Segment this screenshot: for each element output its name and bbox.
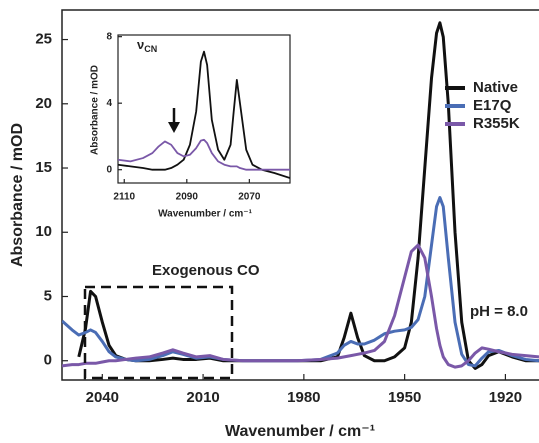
arrow-head [168, 122, 180, 133]
y-tick-label: 5 [44, 287, 52, 304]
x-tick-label: 2110 [113, 192, 135, 203]
inset-y-axis-label: Absorbance / mOD [90, 65, 101, 155]
x-tick-label: 2070 [238, 192, 261, 203]
inset-title-sub: CN [144, 44, 157, 54]
series-line [62, 196, 539, 368]
y-tick-label: 4 [106, 98, 112, 109]
legend-label: R355K [473, 115, 520, 132]
x-axis-label: Wavenumber / cm⁻¹ [225, 423, 375, 440]
x-tick-label: 1950 [388, 389, 421, 406]
legend-label: E17Q [473, 97, 512, 114]
inset-x-axis-label: Wavenumber / cm⁻¹ [158, 209, 252, 220]
y-tick-label: 15 [35, 159, 52, 176]
x-tick-label: 2010 [186, 389, 219, 406]
x-tick-label: 1920 [489, 389, 522, 406]
y-tick-label: 20 [35, 95, 52, 112]
annotation: pH = 8.0 [470, 303, 528, 320]
series-line [118, 138, 290, 171]
inset-plot: 2110 2090 2070 0 4 8 [106, 31, 290, 203]
y-tick-label: 8 [106, 31, 112, 42]
inset-title-main: ν [137, 37, 144, 52]
series-group [62, 21, 539, 370]
y-axis-label: Absorbance / mOD [9, 123, 26, 267]
y-tick-label: 0 [44, 352, 52, 369]
main-frame [61, 9, 539, 381]
y-tick-label: 25 [35, 31, 52, 48]
main-plot: 2040 2010 1980 1950 1920 0 5 10 15 20 25 [35, 21, 539, 406]
y-tick-label: 10 [35, 223, 52, 240]
dashed-box [83, 285, 234, 380]
series-group [118, 50, 290, 179]
inset-frame [117, 34, 291, 184]
x-tick-label: 2040 [86, 389, 119, 406]
series-line [62, 243, 539, 369]
inset-title: νCN [137, 37, 157, 54]
series-line [118, 50, 290, 179]
y-tick-label: 0 [106, 164, 112, 175]
legend-label: Native [473, 79, 518, 96]
x-tick-label: 2090 [176, 192, 199, 203]
x-tick-label: 1980 [287, 389, 320, 406]
annotation: Exogenous CO [152, 262, 260, 279]
